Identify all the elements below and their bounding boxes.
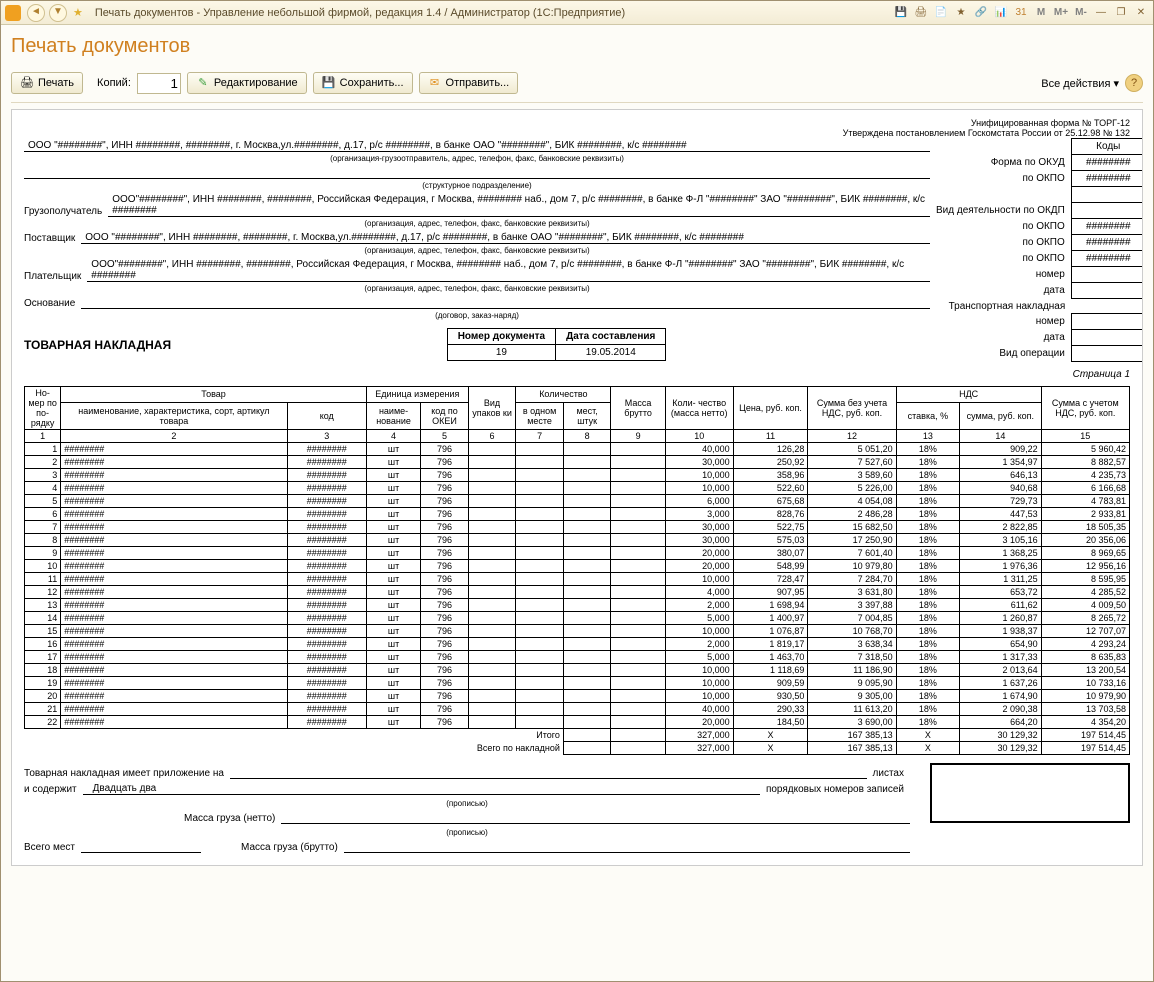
attach-label: Товарная накладная имеет приложение на <box>24 768 230 779</box>
table-row: 18################шт79610,0001 118,6911 … <box>25 664 1130 677</box>
stamp-box <box>930 763 1130 823</box>
table-row: 6################шт7963,000828,762 486,2… <box>25 508 1130 521</box>
calc-icon[interactable]: 📊 <box>993 5 1009 21</box>
items-table: Но- мер по по- рядку Товар Единица измер… <box>24 386 1130 755</box>
table-row: 7################шт79630,000522,7515 682… <box>25 521 1130 534</box>
save-button[interactable]: 💾Сохранить... <box>313 72 413 94</box>
org-line: ООО "########", ИНН ########, ########, … <box>24 140 930 152</box>
close-button[interactable]: ✕ <box>1133 5 1149 21</box>
m-minus-icon[interactable]: M- <box>1073 5 1089 21</box>
nav-back-button[interactable]: ◄ <box>27 4 45 22</box>
consignee-value: ООО"########", ИНН ########, ########, Р… <box>108 194 930 217</box>
codes-table: Коды Форма по ОКУД######## по ОКПО######… <box>930 138 1143 362</box>
contains-value: Двадцать два <box>83 783 760 795</box>
doc-icon[interactable]: 📄 <box>933 5 949 21</box>
m-plus-icon[interactable]: M+ <box>1053 5 1069 21</box>
all-actions-button[interactable]: Все действия ▾ <box>1041 77 1119 90</box>
table-row: 10################шт79620,000548,9910 97… <box>25 560 1130 573</box>
table-row: 13################шт7962,0001 698,943 39… <box>25 599 1130 612</box>
table-row: 12################шт7964,000907,953 631,… <box>25 586 1130 599</box>
table-row: 20################шт79610,000930,509 305… <box>25 690 1130 703</box>
doc-number: 19 <box>447 345 555 361</box>
toolbar: 🖨Печать Копий: ✎Редактирование 💾Сохранит… <box>11 68 1143 103</box>
fav-icon[interactable]: ★ <box>953 5 969 21</box>
edit-icon: ✎ <box>196 76 210 90</box>
consignee-label: Грузополучатель <box>24 206 108 217</box>
req-sub-1: (организация, адрес, телефон, факс, банк… <box>24 219 930 228</box>
table-row: 14################шт7965,0001 400,977 00… <box>25 612 1130 625</box>
document-area: Унифицированная форма № ТОРГ-12 Утвержде… <box>11 109 1143 866</box>
table-row: 11################шт79610,000728,477 284… <box>25 573 1130 586</box>
table-row: 16################шт7962,0001 819,173 63… <box>25 638 1130 651</box>
org-sub: (организация-грузоотправитель, адрес, те… <box>24 154 930 163</box>
page-number: Страница 1 <box>24 369 1130 380</box>
edit-button[interactable]: ✎Редактирование <box>187 72 307 94</box>
window-title: Печать документов - Управление небольшой… <box>87 7 893 19</box>
help-button[interactable]: ? <box>1125 74 1143 92</box>
table-row: 9################шт79620,000380,077 601,… <box>25 547 1130 560</box>
payer-value: ООО"########", ИНН ########, ########, Р… <box>87 259 930 282</box>
contains-label: и содержит <box>24 784 83 795</box>
print-icon[interactable]: 🖨 <box>913 5 929 21</box>
printer-icon: 🖨 <box>20 76 34 90</box>
supplier-label: Поставщик <box>24 233 81 244</box>
supplier-value: ООО "########", ИНН ########, ########, … <box>81 232 930 244</box>
app-logo-icon <box>5 5 21 21</box>
nav-dropdown-button[interactable]: ▼ <box>49 4 67 22</box>
table-row: 21################шт79640,000290,3311 61… <box>25 703 1130 716</box>
table-row: 22################шт79620,000184,503 690… <box>25 716 1130 729</box>
link-icon[interactable]: 🔗 <box>973 5 989 21</box>
calendar-icon[interactable]: 31 <box>1013 5 1029 21</box>
star-icon[interactable]: ★ <box>73 6 83 19</box>
struct-sub: (структурное подразделение) <box>24 181 930 190</box>
table-row: 15################шт79610,0001 076,8710 … <box>25 625 1130 638</box>
form-note-2: Утверждена постановлением Госкомстата Ро… <box>843 128 1130 138</box>
req-sub-2: (организация, адрес, телефон, факс, банк… <box>24 246 930 255</box>
restore-button[interactable]: ❐ <box>1113 5 1129 21</box>
doc-number-table: Номер документаДата составления 1919.05.… <box>447 328 667 361</box>
doc-date: 19.05.2014 <box>556 345 666 361</box>
print-button[interactable]: 🖨Печать <box>11 72 83 94</box>
send-button[interactable]: ✉Отправить... <box>419 72 519 94</box>
table-row: 8################шт79630,000575,0317 250… <box>25 534 1130 547</box>
req-sub-3: (организация, адрес, телефон, факс, банк… <box>24 284 930 293</box>
table-row: 4################шт79610,000522,605 226,… <box>25 482 1130 495</box>
table-row: 1################шт79640,000126,285 051,… <box>25 443 1130 456</box>
payer-label: Плательщик <box>24 271 87 282</box>
basis-label: Основание <box>24 298 81 309</box>
m-icon[interactable]: M <box>1033 5 1049 21</box>
table-row: 2################шт79630,000250,927 527,… <box>25 456 1130 469</box>
disk-icon: 💾 <box>322 76 336 90</box>
save-icon[interactable]: 💾 <box>893 5 909 21</box>
minimize-button[interactable]: — <box>1093 5 1109 21</box>
copies-input[interactable] <box>137 73 181 94</box>
basis-sub: (договор, заказ-наряд) <box>24 311 930 320</box>
titlebar: ◄ ▼ ★ Печать документов - Управление неб… <box>1 1 1153 25</box>
mail-icon: ✉ <box>428 76 442 90</box>
doc-main-title: ТОВАРНАЯ НАКЛАДНАЯ <box>24 338 171 352</box>
table-row: 5################шт7966,000675,684 054,0… <box>25 495 1130 508</box>
form-note-1: Унифицированная форма № ТОРГ-12 <box>843 118 1130 128</box>
page-title: Печать документов <box>11 35 1143 58</box>
table-row: 3################шт79610,000358,963 589,… <box>25 469 1130 482</box>
table-row: 17################шт7965,0001 463,707 31… <box>25 651 1130 664</box>
copies-label: Копий: <box>97 77 131 89</box>
table-row: 19################шт79610,000909,599 095… <box>25 677 1130 690</box>
